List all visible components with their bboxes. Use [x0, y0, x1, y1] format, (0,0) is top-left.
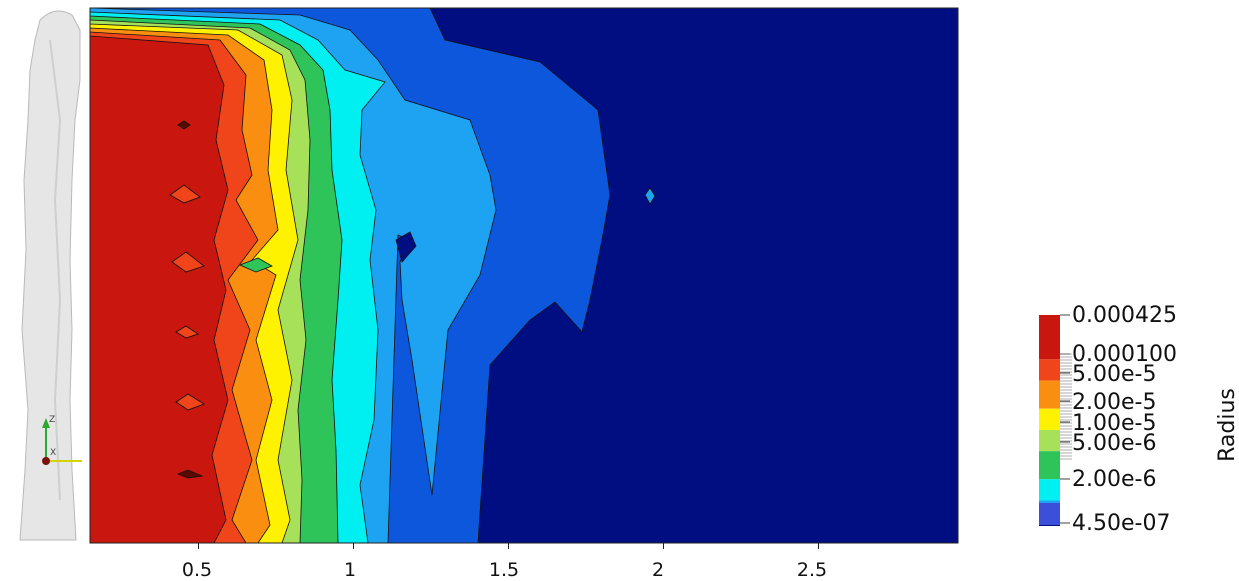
axis-origin-marker	[42, 457, 50, 465]
human-figure-shape	[19, 10, 81, 541]
colorbar-band	[1039, 315, 1060, 360]
contour-island	[177, 120, 191, 130]
colorbar-label: 2.00e-5	[1072, 390, 1156, 415]
colorbar-band	[1039, 451, 1060, 480]
contour-island	[238, 257, 273, 273]
contour-band	[90, 35, 229, 543]
contour-island	[171, 251, 205, 273]
x-axis: 0.5 1 1.5 2 2.5	[182, 543, 827, 581]
x-tick-label: 1.5	[489, 559, 519, 581]
colorbar-ticks	[1060, 314, 1072, 524]
contour-island	[175, 325, 199, 339]
x-tick-label: 2.5	[797, 559, 827, 581]
plot-frame	[89, 7, 959, 544]
colorbar-band	[1039, 479, 1060, 501]
human-figure-shading	[49, 39, 62, 501]
x-tick-label: 1	[344, 559, 356, 581]
axis-z-arrow	[42, 418, 50, 428]
colorbar-band	[1039, 503, 1060, 525]
colorbar-label: 1.00e-5	[1072, 411, 1156, 436]
contour-island	[644, 187, 656, 205]
colorbar-band	[1039, 380, 1060, 409]
colorbar-band	[1039, 429, 1060, 452]
colorbar-label: 2.00e-6	[1072, 467, 1156, 492]
colorbar-legend: 0.000425 0.000100 5.00e-5 2.00e-5 1.00e-…	[1039, 303, 1239, 536]
contour-island	[176, 469, 204, 479]
x-tick-label: 2	[652, 559, 664, 581]
contour-island	[175, 393, 205, 411]
colorbar-gradient	[1039, 315, 1060, 526]
colorbar-label: 0.000100	[1072, 342, 1177, 367]
contour-island	[169, 184, 201, 204]
colorbar-label: 4.50e-07	[1072, 511, 1170, 536]
human-model-image: Z X	[19, 10, 82, 541]
colorbar-band	[1039, 408, 1060, 430]
colorbar-band	[1039, 525, 1060, 526]
contour-island	[395, 231, 417, 263]
contour-plot	[90, 8, 958, 543]
colorbar-label: 5.00e-6	[1072, 431, 1156, 456]
colorbar-label: 0.000425	[1072, 303, 1177, 328]
colorbar-label: 5.00e-5	[1072, 362, 1156, 387]
axis-z-label: Z	[49, 415, 55, 425]
colorbar-title: Radius	[1215, 388, 1239, 462]
axis-x-label: X	[50, 448, 56, 458]
x-tick-label: 0.5	[182, 559, 212, 581]
colorbar-band	[1039, 359, 1060, 381]
